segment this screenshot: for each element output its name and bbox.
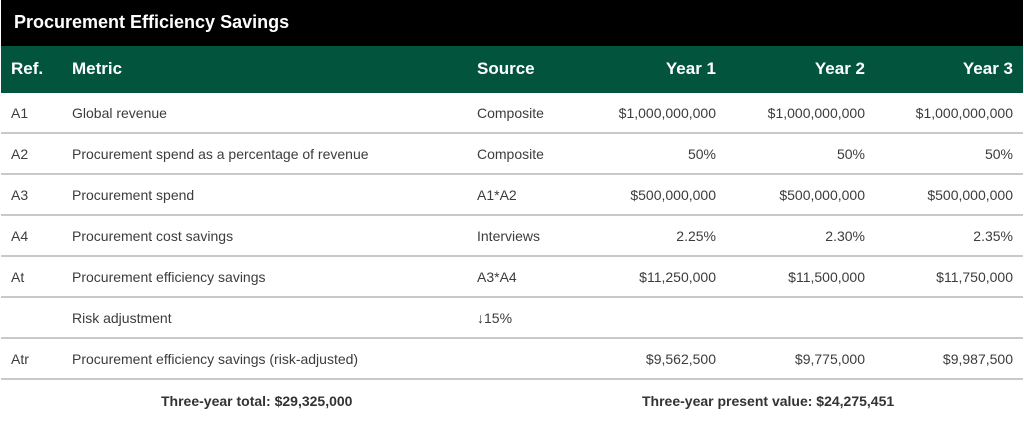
cell-year2: 2.30% xyxy=(825,228,865,244)
cell-source: ↓15% xyxy=(477,310,513,326)
cell-year1: $11,250,000 xyxy=(639,269,716,285)
table-row: At Procurement efficiency savings A3*A4 … xyxy=(1,257,1023,298)
three-year-total: Three-year total: $29,325,000 xyxy=(161,393,353,409)
table-title: Procurement Efficiency Savings xyxy=(14,12,290,32)
table-row: A1 Global revenue Composite $1,000,000,0… xyxy=(1,93,1023,134)
cell-year3: $11,750,000 xyxy=(936,269,1013,285)
cell-ref: At xyxy=(11,269,25,285)
table-row: A2 Procurement spend as a percentage of … xyxy=(1,134,1023,175)
cell-year2: 50% xyxy=(836,146,865,162)
cell-source: Interviews xyxy=(477,228,541,244)
header-source: Source xyxy=(477,59,535,78)
table-row: Risk adjustment ↓15% xyxy=(1,298,1023,339)
header-year2: Year 2 xyxy=(814,59,865,78)
cell-metric: Global revenue xyxy=(72,105,167,121)
cell-year3: 50% xyxy=(984,146,1013,162)
cell-year2: $11,500,000 xyxy=(788,269,865,285)
table-title-bar: Procurement Efficiency Savings xyxy=(1,0,1023,46)
cell-source: Composite xyxy=(477,146,544,162)
cell-metric: Risk adjustment xyxy=(72,310,172,326)
cell-year3: 2.35% xyxy=(973,228,1013,244)
cell-ref: Atr xyxy=(11,351,29,367)
header-metric: Metric xyxy=(72,59,123,78)
cell-year1: 50% xyxy=(687,146,716,162)
cell-year2: $1,000,000,000 xyxy=(767,105,865,121)
cell-ref: A1 xyxy=(11,105,29,121)
cell-metric: Procurement spend as a percentage of rev… xyxy=(72,146,369,162)
header-year1: Year 1 xyxy=(665,59,716,78)
cell-year1: $1,000,000,000 xyxy=(618,105,716,121)
cell-ref: A3 xyxy=(11,187,29,203)
cell-source: A3*A4 xyxy=(477,269,517,285)
cell-metric: Procurement cost savings xyxy=(72,228,234,244)
three-year-present-value: Three-year present value: $24,275,451 xyxy=(642,393,895,409)
cell-year1: $500,000,000 xyxy=(630,187,716,203)
table-row: A3 Procurement spend A1*A2 $500,000,000 … xyxy=(1,175,1023,216)
cell-ref: A4 xyxy=(11,228,29,244)
table-row: A4 Procurement cost savings Interviews 2… xyxy=(1,216,1023,257)
cell-ref: A2 xyxy=(11,146,29,162)
cell-year1: $9,562,500 xyxy=(645,351,716,367)
cell-year3: $9,987,500 xyxy=(942,351,1013,367)
table-row: Atr Procurement efficiency savings (risk… xyxy=(1,339,1023,380)
cell-year1: 2.25% xyxy=(676,228,716,244)
cell-source: Composite xyxy=(477,105,544,121)
cell-year2: $9,775,000 xyxy=(794,351,865,367)
table-header-row: Ref. Metric Source Year 1 Year 2 Year 3 xyxy=(1,46,1023,93)
cell-metric: Procurement efficiency savings (risk-adj… xyxy=(72,351,359,367)
cell-metric: Procurement efficiency savings xyxy=(72,269,266,285)
header-year3: Year 3 xyxy=(962,59,1013,78)
cell-source: A1*A2 xyxy=(477,187,517,203)
cell-metric: Procurement spend xyxy=(72,187,195,203)
cell-year3: $500,000,000 xyxy=(927,187,1013,203)
cell-year2: $500,000,000 xyxy=(779,187,865,203)
header-ref: Ref. xyxy=(11,59,44,78)
cell-year3: $1,000,000,000 xyxy=(915,105,1013,121)
